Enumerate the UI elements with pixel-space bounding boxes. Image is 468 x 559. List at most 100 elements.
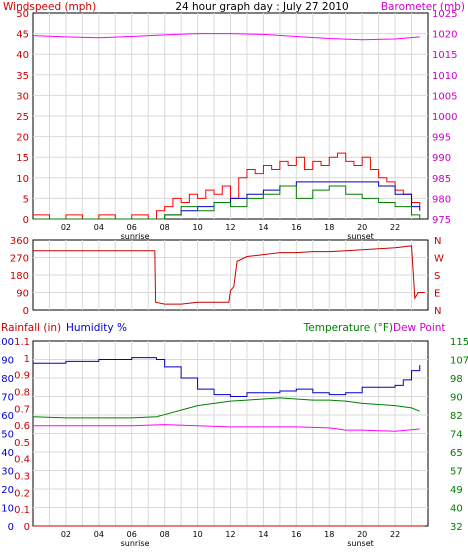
humidity-tick-label: 100 [0,337,14,348]
wind-tick-label: 0 [23,215,29,226]
rainfall-tick-label: 0.3 [14,472,30,483]
barometer-tick-label: 995 [432,133,451,144]
humidity-tick-label: 0 [8,522,14,533]
sunrise-label: sunrise [121,539,150,548]
hour-tick-label: 04 [94,223,104,232]
sunset-label: sunset [347,539,374,548]
temperature-tick-label: 74 [450,430,463,441]
wind-tick-label: 25 [16,112,29,123]
barometer-axis-label: Barometer (mb) [381,1,465,13]
rainfall-tick-label: 0.4 [14,455,30,466]
humidity-tick-label: 80 [1,374,14,385]
wind-tick-label: 5 [23,194,29,205]
humidity-tick-label: 50 [1,430,14,441]
barometer-tick-label: 1025 [432,9,457,20]
hour-tick-label: 02 [61,530,71,539]
wind-tick-label: 15 [16,153,29,164]
temperature-axis-label: Temperature (°F) [303,322,393,334]
hour-tick-label: 22 [390,223,400,232]
temperature-tick-label: 65 [450,448,463,459]
temperature-tick-label: 40 [450,504,463,515]
hour-tick-label: 06 [127,530,137,539]
wind-tick-label: 30 [16,91,29,102]
windspeed-line [33,152,421,220]
rainfall-tick-label: 0.6 [14,421,30,432]
hour-tick-label: 22 [390,530,400,539]
wind-tick-label: 10 [16,174,29,185]
hour-tick-label: 02 [61,223,71,232]
barometer-tick-label: 1020 [432,30,457,41]
dewpoint-line [33,424,420,432]
compass-label: W [434,254,444,265]
wind-tick-label: 50 [16,9,29,20]
climate-panel-grid [33,341,428,526]
climate-panel-series [32,357,425,527]
sunset-label: sunset [347,232,374,241]
wind-axis-label: Windspeed (mph) [3,1,96,13]
temperature-tick-label: 82 [450,411,463,422]
temperature-line [32,397,420,419]
rainfall-tick-label: 0.1 [14,505,30,516]
hour-tick-label: 18 [324,223,334,232]
rainfall-tick-label: 0.9 [14,371,30,382]
barometer-line [32,33,420,41]
climate-panel-ticks: 010203040506070809010000.10.20.30.40.50.… [0,337,468,548]
rainfall-tick-label: 0.7 [14,404,30,415]
temperature-tick-label: 32 [450,522,463,533]
hour-tick-label: 10 [192,223,202,232]
humidity-tick-label: 20 [1,485,14,496]
hour-tick-label: 16 [291,530,301,539]
wind-direction-line [33,245,425,305]
humidity-tick-label: 10 [1,504,14,515]
temperature-tick-label: 90 [450,393,463,404]
direction-tick-label: 270 [10,254,29,265]
wind-tick-label: 45 [16,30,29,41]
wind-gust-line [33,185,421,220]
humidity-axis-label: Humidity % [66,322,127,334]
humidity-tick-label: 90 [1,356,14,367]
humidity-tick-label: 60 [1,411,14,422]
rainfall-tick-label: 0 [24,522,30,533]
temperature-tick-label: 115 [450,337,468,348]
direction-tick-label: 90 [16,289,29,300]
rainfall-tick-label: 1 [24,354,30,365]
rainfall-tick-label: 0.8 [14,387,30,398]
barometer-tick-label: 1010 [432,71,457,82]
temperature-tick-label: 49 [450,485,463,496]
compass-label: S [434,271,440,282]
barometer-tick-label: 1000 [432,112,457,123]
temperature-tick-label: 57 [450,467,463,478]
hour-tick-label: 20 [357,530,367,539]
barometer-tick-label: 1015 [432,50,457,61]
barometer-tick-label: 1005 [432,91,457,102]
temperature-tick-label: 107 [450,356,468,367]
barometer-tick-label: 990 [432,153,451,164]
compass-label: E [434,289,440,300]
barometer-tick-label: 980 [432,194,451,205]
hour-tick-label: 14 [258,223,268,232]
barometer-tick-label: 975 [432,215,451,226]
sunrise-label: sunrise [121,232,150,241]
chart-title: 24 hour graph day : July 27 2010 [175,1,348,13]
hour-tick-label: 18 [324,530,334,539]
rainfall-tick-label: 1.1 [14,337,30,348]
humidity-tick-label: 40 [1,448,14,459]
humidity-tick-label: 70 [1,393,14,404]
hour-tick-label: 10 [192,530,202,539]
hour-tick-label: 04 [94,530,104,539]
wind-tick-label: 20 [16,133,29,144]
direction-tick-label: 360 [10,236,29,247]
hour-tick-label: 14 [258,530,268,539]
hour-tick-label: 06 [127,223,137,232]
compass-label: N [434,236,441,247]
rainfall-axis-label: Rainfall (in) [1,322,61,334]
humidity-line [33,357,421,397]
direction-tick-label: 180 [10,271,29,282]
wind-tick-label: 40 [16,50,29,61]
wind-panel-series [32,33,421,220]
humidity-tick-label: 30 [1,467,14,478]
direction-panel-series [33,245,425,305]
compass-label: N [434,306,441,317]
